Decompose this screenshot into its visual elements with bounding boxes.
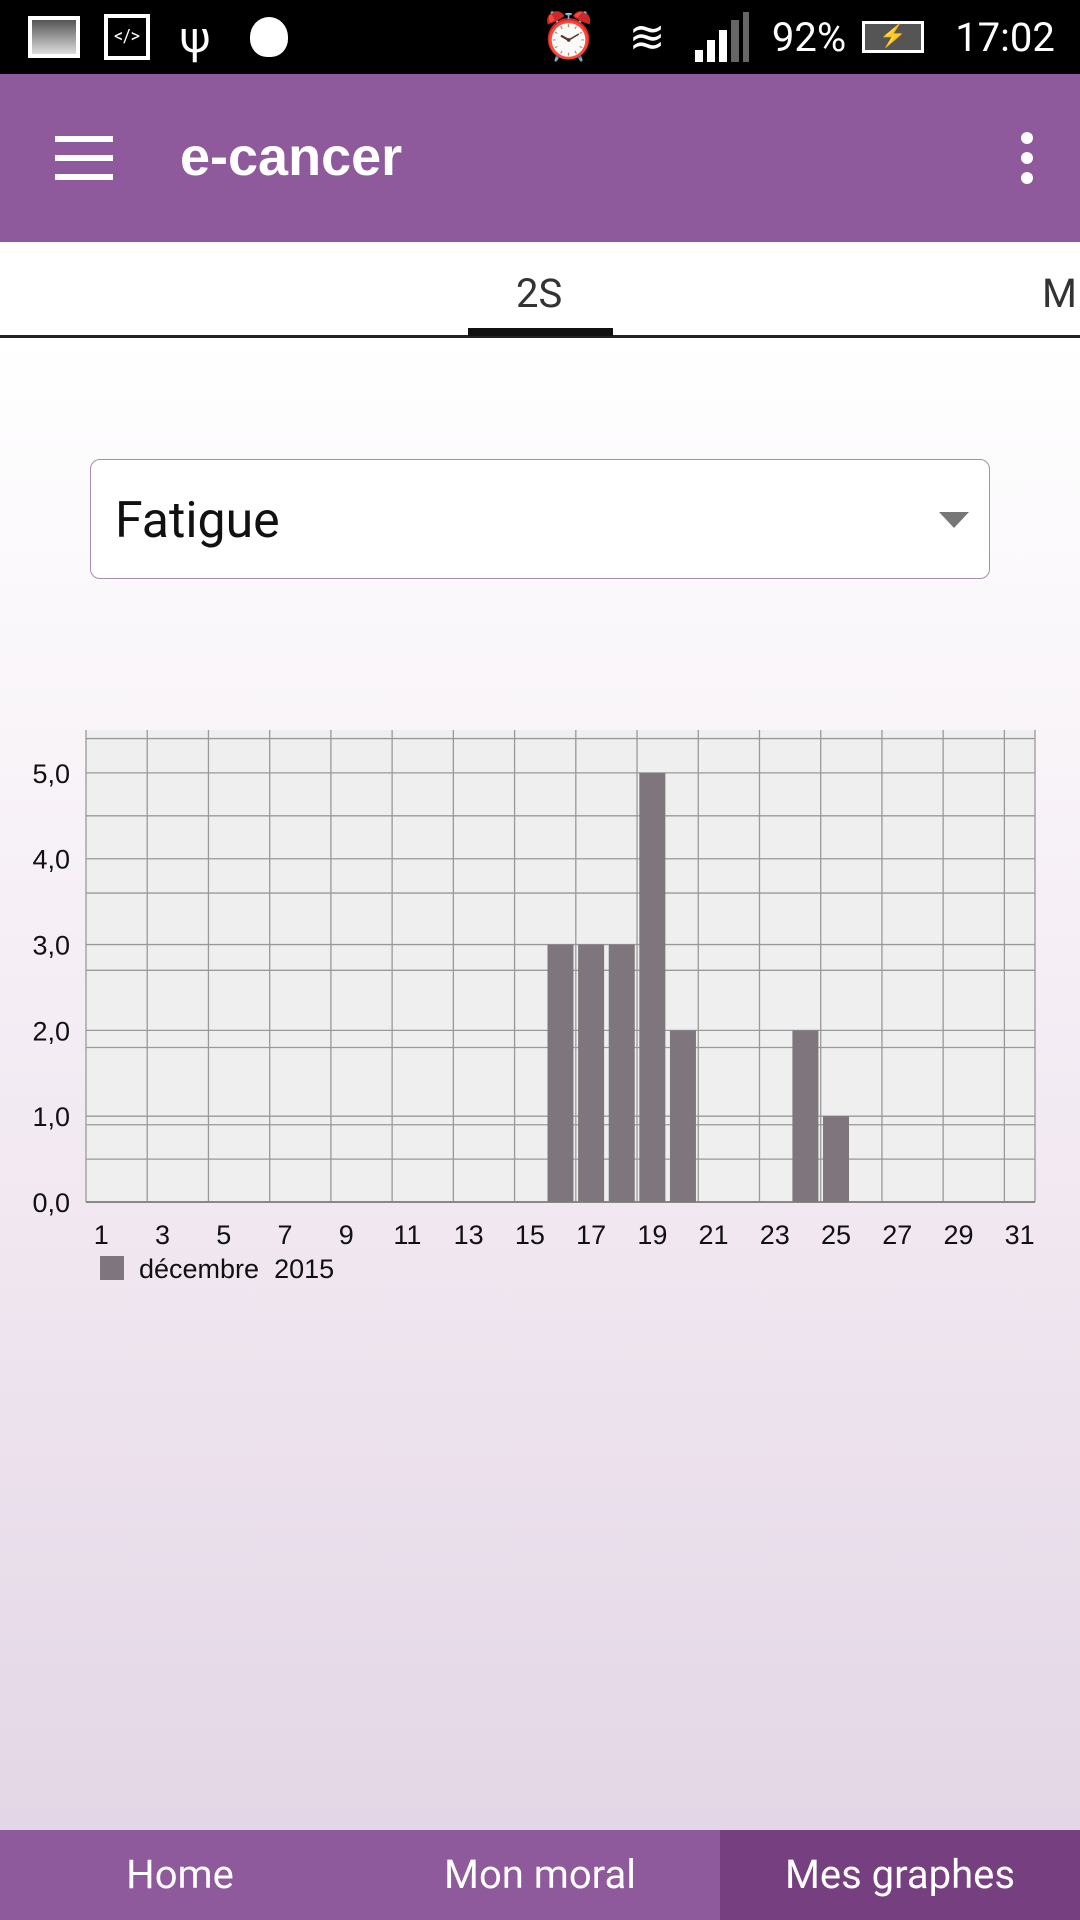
legend-label: décembre 2015 bbox=[139, 1254, 334, 1284]
x-tick-label: 29 bbox=[943, 1220, 973, 1250]
x-tick-label: 11 bbox=[393, 1220, 421, 1250]
bar-day-17 bbox=[578, 944, 605, 1202]
x-tick-label: 7 bbox=[277, 1220, 292, 1250]
legend-swatch bbox=[100, 1256, 124, 1280]
bar-day-19 bbox=[639, 772, 666, 1202]
x-tick-label: 15 bbox=[515, 1220, 545, 1250]
tab-indicator bbox=[468, 328, 613, 336]
dropdown-value: Fatigue bbox=[115, 492, 280, 550]
app-bar: e-cancer bbox=[0, 74, 1080, 242]
app-title: e-cancer bbox=[180, 127, 403, 187]
y-tick-label: 0,0 bbox=[32, 1188, 70, 1218]
more-vert-icon[interactable] bbox=[1020, 132, 1034, 184]
status-bar: </> ψ ⏰ ≋ 92% ⚡ 17:02 bbox=[0, 0, 1080, 74]
y-tick-label: 2,0 bbox=[32, 1016, 70, 1046]
x-tick-label: 3 bbox=[155, 1220, 170, 1250]
clock: 17:02 bbox=[955, 13, 1055, 61]
x-tick-label: 5 bbox=[216, 1220, 231, 1250]
x-tick-label: 19 bbox=[637, 1220, 667, 1250]
x-tick-label: 17 bbox=[576, 1220, 606, 1250]
nav-mes-graphes[interactable]: Mes graphes bbox=[720, 1830, 1080, 1920]
nav-home[interactable]: Home bbox=[126, 1851, 234, 1898]
android-debug-icon bbox=[248, 12, 290, 62]
y-tick-label: 1,0 bbox=[32, 1102, 70, 1132]
dropdown-arrow-icon bbox=[939, 512, 969, 528]
battery-charging-icon: ⚡ bbox=[860, 12, 926, 62]
wifi-icon: ≋ bbox=[628, 11, 666, 63]
x-tick-label: 13 bbox=[454, 1220, 484, 1250]
symptom-dropdown[interactable]: Fatigue bbox=[90, 459, 990, 579]
bar-chart: 0,01,02,03,04,05,01 3 5 7 9 11 13 15 17 19 21 23 25 2… bbox=[32, 730, 1036, 1284]
x-tick-label: 21 bbox=[699, 1220, 729, 1250]
tab-m[interactable]: M bbox=[1042, 270, 1077, 317]
bottom-nav: Home Mon moral Mes graphes bbox=[0, 1830, 1080, 1920]
gallery-icon bbox=[26, 12, 82, 62]
signal-icon bbox=[693, 12, 749, 62]
x-tick-label: 1 bbox=[94, 1220, 109, 1250]
hamburger-icon[interactable] bbox=[55, 136, 113, 180]
y-tick-label: 4,0 bbox=[32, 845, 70, 875]
x-tick-label: 27 bbox=[882, 1220, 912, 1250]
bar-day-16 bbox=[547, 944, 574, 1202]
y-tick-label: 5,0 bbox=[32, 759, 70, 789]
nav-mon-moral[interactable]: Mon moral bbox=[444, 1851, 636, 1898]
bar-day-24 bbox=[792, 1030, 819, 1202]
code-icon: </> bbox=[103, 12, 151, 62]
alarm-icon: ⏰ bbox=[540, 10, 598, 64]
tab-2s[interactable]: 2S bbox=[516, 270, 563, 317]
tab-bar: 2S M bbox=[0, 242, 1080, 338]
battery-percent: 92% bbox=[771, 13, 847, 61]
x-tick-label: 9 bbox=[339, 1220, 354, 1250]
y-tick-label: 3,0 bbox=[32, 931, 70, 961]
bar-day-20 bbox=[669, 1030, 696, 1202]
x-tick-label: 23 bbox=[760, 1220, 790, 1250]
bar-day-25 bbox=[823, 1116, 850, 1202]
usb-icon: ψ bbox=[179, 11, 211, 63]
bar-day-18 bbox=[608, 944, 635, 1202]
x-tick-label: 31 bbox=[1005, 1220, 1035, 1250]
x-tick-label: 25 bbox=[821, 1220, 851, 1250]
